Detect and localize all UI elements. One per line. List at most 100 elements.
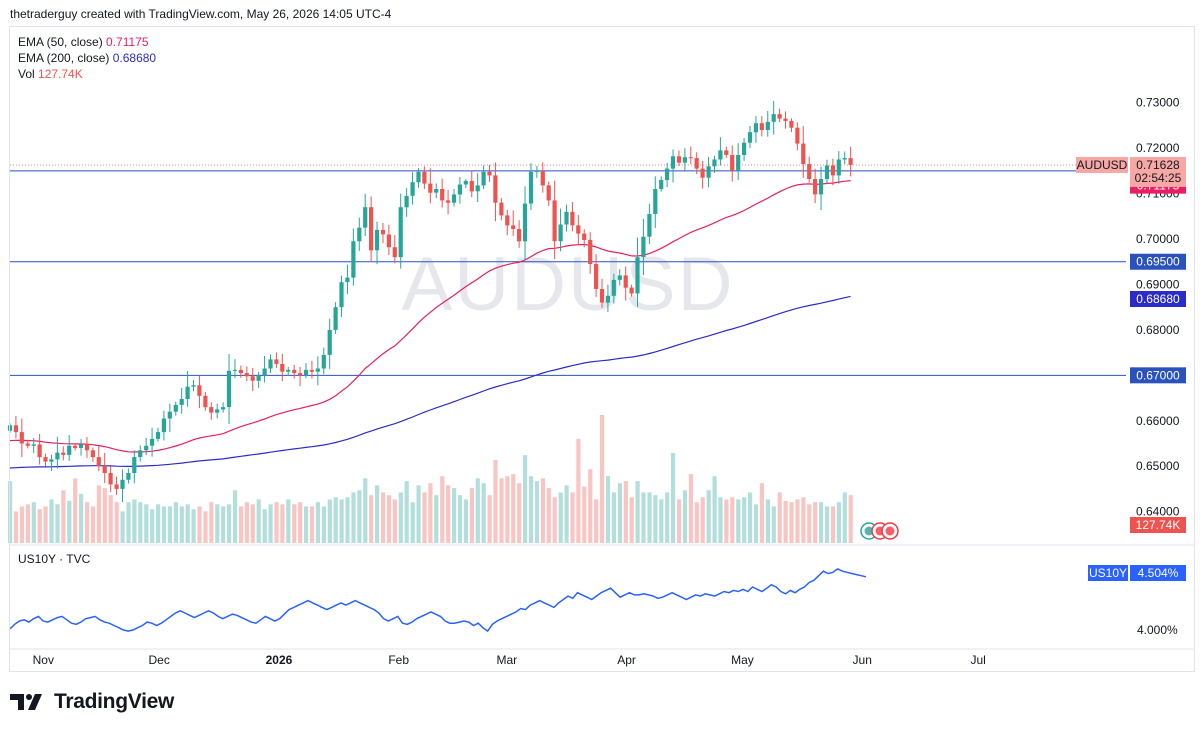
volume-bar [55,504,60,543]
candle-body [742,142,747,155]
tradingview-logo[interactable]: TradingView [10,690,174,714]
volume-bar [25,504,30,543]
volume-bar [600,415,605,543]
candle-body [801,143,806,164]
price-axis-tick: 0.68000 [1136,323,1180,337]
us10y-axis-tick: 4.000% [1137,623,1178,637]
candle-body [582,233,587,240]
time-axis-tick: Feb [388,653,409,667]
candle-body [374,229,380,251]
volume-bar [339,499,344,543]
volume-bar [481,483,486,543]
price-axis-tick: 0.73000 [1136,96,1180,110]
volume-bar [8,481,13,543]
price-axis-tick: 0.72000 [1136,141,1180,155]
volume-bar [209,502,214,543]
volume-bar [197,506,202,543]
candle-body [215,409,220,413]
candle-body [126,473,131,480]
volume-bar [298,502,303,543]
volume-bar [588,469,593,543]
ema-200-axis-label-bg [1130,290,1186,307]
us10y-line [9,568,867,633]
candle-body [777,114,782,119]
volume-bar [126,502,131,543]
volume-bar [842,492,847,543]
volume-bar [570,492,575,543]
candle-body [404,195,409,208]
candle-body [824,165,830,179]
volume-bar [321,506,326,543]
volume-bar [647,492,652,543]
candle-body [647,214,652,237]
volume-bar [552,497,557,543]
candle-body [203,395,208,408]
ema-50-line [9,180,851,453]
volume-bar [457,495,463,543]
candle-body [274,359,279,364]
volume-bar [517,483,522,543]
candle-body [327,329,332,355]
indicator-name: EMA (200, close) [18,51,113,65]
candle-body [321,354,326,369]
candle-body [268,359,273,369]
volume-bar [795,499,800,543]
candle-body [446,200,451,203]
volume-bar [309,506,315,543]
volume-bar [386,495,392,543]
candle-body [138,450,143,458]
chart-credit: thetraderguy created with TradingView.co… [10,7,392,21]
volume-bar [203,511,208,543]
candle-body [753,123,758,133]
volume-bar [156,504,161,543]
candle-body [102,466,107,473]
candle-body [197,385,202,396]
ema-200-axis-label: 0.68680 [1130,290,1186,307]
volume-bar [546,488,551,543]
candle-body [61,452,66,455]
candle-body [546,185,551,201]
time-axis-tick: May [731,653,754,667]
volume-bar [61,490,66,543]
time-axis-tick: Jun [853,653,872,667]
volume-bar [463,499,468,543]
volume-bar [428,483,433,543]
volume-bar [96,485,101,543]
indicator-name: Vol [18,67,38,81]
volume-bar [813,502,818,543]
volume-bar [718,497,723,543]
candle-body [451,194,457,203]
candle-body [303,369,309,376]
volume-bar [150,509,155,543]
volume-bar [369,495,374,543]
volume-axis-label-text: 127.74K [1136,518,1181,532]
volume-bar [783,500,788,543]
volume-bar [274,502,279,543]
volume-bar [268,504,273,543]
candle-body [67,445,72,455]
us10y-tag-bg [1088,565,1128,581]
candle-body [724,150,729,155]
candle-body [286,369,291,372]
candle-body [161,418,166,433]
candle-body [522,203,528,242]
volume-bar [819,502,824,543]
volume-bar [789,502,794,543]
symbol-tag: AUDUSD [1077,158,1128,172]
volume-bar [315,502,320,543]
candle-body [84,444,90,451]
volume-bar [238,506,244,543]
candle-body [167,411,172,419]
ema-200-axis-label-text: 0.68680 [1136,292,1180,306]
volume-bar [641,492,646,543]
candle-body [345,277,350,283]
candle-body [528,171,534,204]
indicator-legend: EMA (50, close) 0.71175 [18,35,149,49]
candle-body [617,275,622,280]
volume-bar [31,502,36,543]
volume-bar [706,490,711,543]
us10y-legend: US10Y · TVC [18,552,91,566]
candle-body [280,364,285,372]
candle-body [605,295,610,303]
